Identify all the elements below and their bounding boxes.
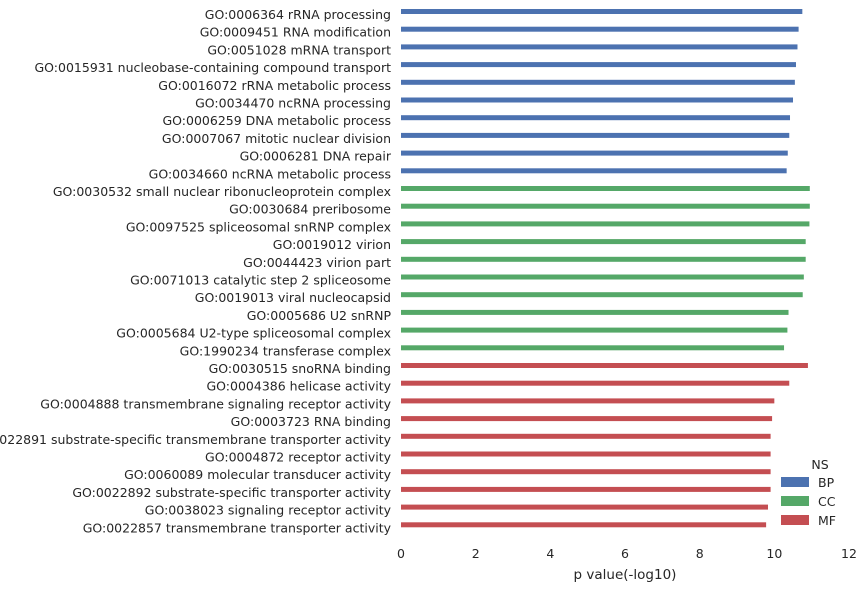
category-label: GO:0003723 RNA binding [231, 414, 391, 429]
bar-cc [401, 256, 806, 262]
category-label: GO:0006259 DNA metabolic process [163, 113, 392, 128]
x-tick-label: 4 [546, 546, 554, 561]
category-label: GO:0015931 nucleobase-containing compoun… [35, 60, 392, 75]
category-label: GO:0071013 catalytic step 2 spliceosome [130, 273, 391, 288]
bar-bp [401, 79, 795, 85]
bar-mf [401, 398, 775, 404]
bar-mf [401, 363, 808, 368]
category-label: GO:0044423 virion part [243, 255, 391, 270]
category-label: GO:1990234 transferase complex [180, 343, 391, 358]
bar-mf [401, 486, 771, 492]
bar-mf [401, 380, 790, 386]
bar-cc [401, 239, 806, 245]
bar-mf [401, 416, 773, 422]
x-tick-label: 6 [621, 546, 629, 561]
legend-label-bp: BP [818, 475, 835, 490]
bar-mf [401, 522, 767, 528]
category-label: GO:0022857 transmembrane transporter act… [83, 520, 392, 535]
x-tick-label: 10 [766, 546, 782, 561]
category-label: GO:0019013 viral nucleocapsid [195, 290, 391, 305]
category-label: GO:0060089 molecular transducer activity [124, 467, 392, 482]
x-axis-label: p value(-log10) [574, 567, 677, 583]
x-tick-label: 2 [472, 546, 480, 561]
category-label: GO:0022892 substrate-specific transporte… [72, 485, 391, 500]
category-label: GO:0004872 receptor activity [205, 450, 392, 465]
bar-bp [401, 132, 790, 138]
bar-mf [401, 504, 768, 510]
x-tick-label: 12 [841, 546, 857, 561]
bar-cc [401, 309, 789, 315]
category-label: GO:0034660 ncRNA metabolic process [149, 166, 391, 181]
bar-bp [401, 150, 788, 156]
category-label: GO:0005684 U2-type spliceosomal complex [116, 326, 391, 341]
bar-bp [401, 97, 793, 103]
legend-swatch-bp [781, 477, 809, 487]
category-label: GO:0097525 spliceosomal snRNP complex [126, 219, 391, 234]
legend-swatch-mf [781, 515, 809, 525]
x-tick-label: 0 [397, 546, 405, 561]
category-label: GO:0051028 mRNA transport [207, 42, 391, 57]
bar-bp [401, 44, 798, 50]
bar-mf [401, 433, 771, 439]
bar-bp [401, 26, 799, 32]
legend-label-mf: MF [818, 513, 836, 528]
bar-cc [401, 292, 803, 298]
category-label: GO:0009451 RNA modification [200, 25, 391, 40]
bar-cc [401, 221, 810, 227]
legend-swatch-cc [781, 496, 809, 506]
bar-cc [401, 186, 810, 191]
category-label: GO:0004386 helicase activity [206, 379, 391, 394]
bar-bp [401, 9, 803, 14]
legend-label-cc: CC [818, 494, 836, 509]
category-label: GO:0038023 signaling receptor activity [145, 503, 392, 518]
bar-bp [401, 168, 787, 174]
category-label: GO:0007067 mitotic nuclear division [162, 131, 391, 146]
bar-cc [401, 274, 804, 280]
legend-title: NS [811, 457, 828, 472]
category-label: GO:0019012 virion [273, 237, 391, 252]
category-label: GO:0006281 DNA repair [240, 149, 392, 164]
category-label: GO:0004888 transmembrane signaling recep… [40, 396, 391, 411]
category-label: GO:0005686 U2 snRNP [247, 308, 392, 323]
bar-cc [401, 203, 810, 209]
bar-mf [401, 451, 771, 457]
category-label: GO:0006364 rRNA processing [205, 7, 391, 22]
bar-bp [401, 115, 791, 121]
x-tick-label: 8 [696, 546, 704, 561]
category-label: GO:0034470 ncRNA processing [195, 96, 391, 111]
category-label: GO:0030684 preribosome [229, 202, 391, 217]
bar-cc [401, 327, 788, 333]
bar-cc [401, 345, 785, 351]
category-label: GO:0030532 small nuclear ribonucleoprote… [53, 184, 391, 199]
category-label: GO:0030515 snoRNA binding [209, 361, 391, 376]
category-label: GO:0022891 substrate-specific transmembr… [0, 432, 392, 447]
bar-mf [401, 469, 771, 475]
category-label: GO:0016072 rRNA metabolic process [158, 78, 391, 93]
bar-bp [401, 62, 796, 68]
